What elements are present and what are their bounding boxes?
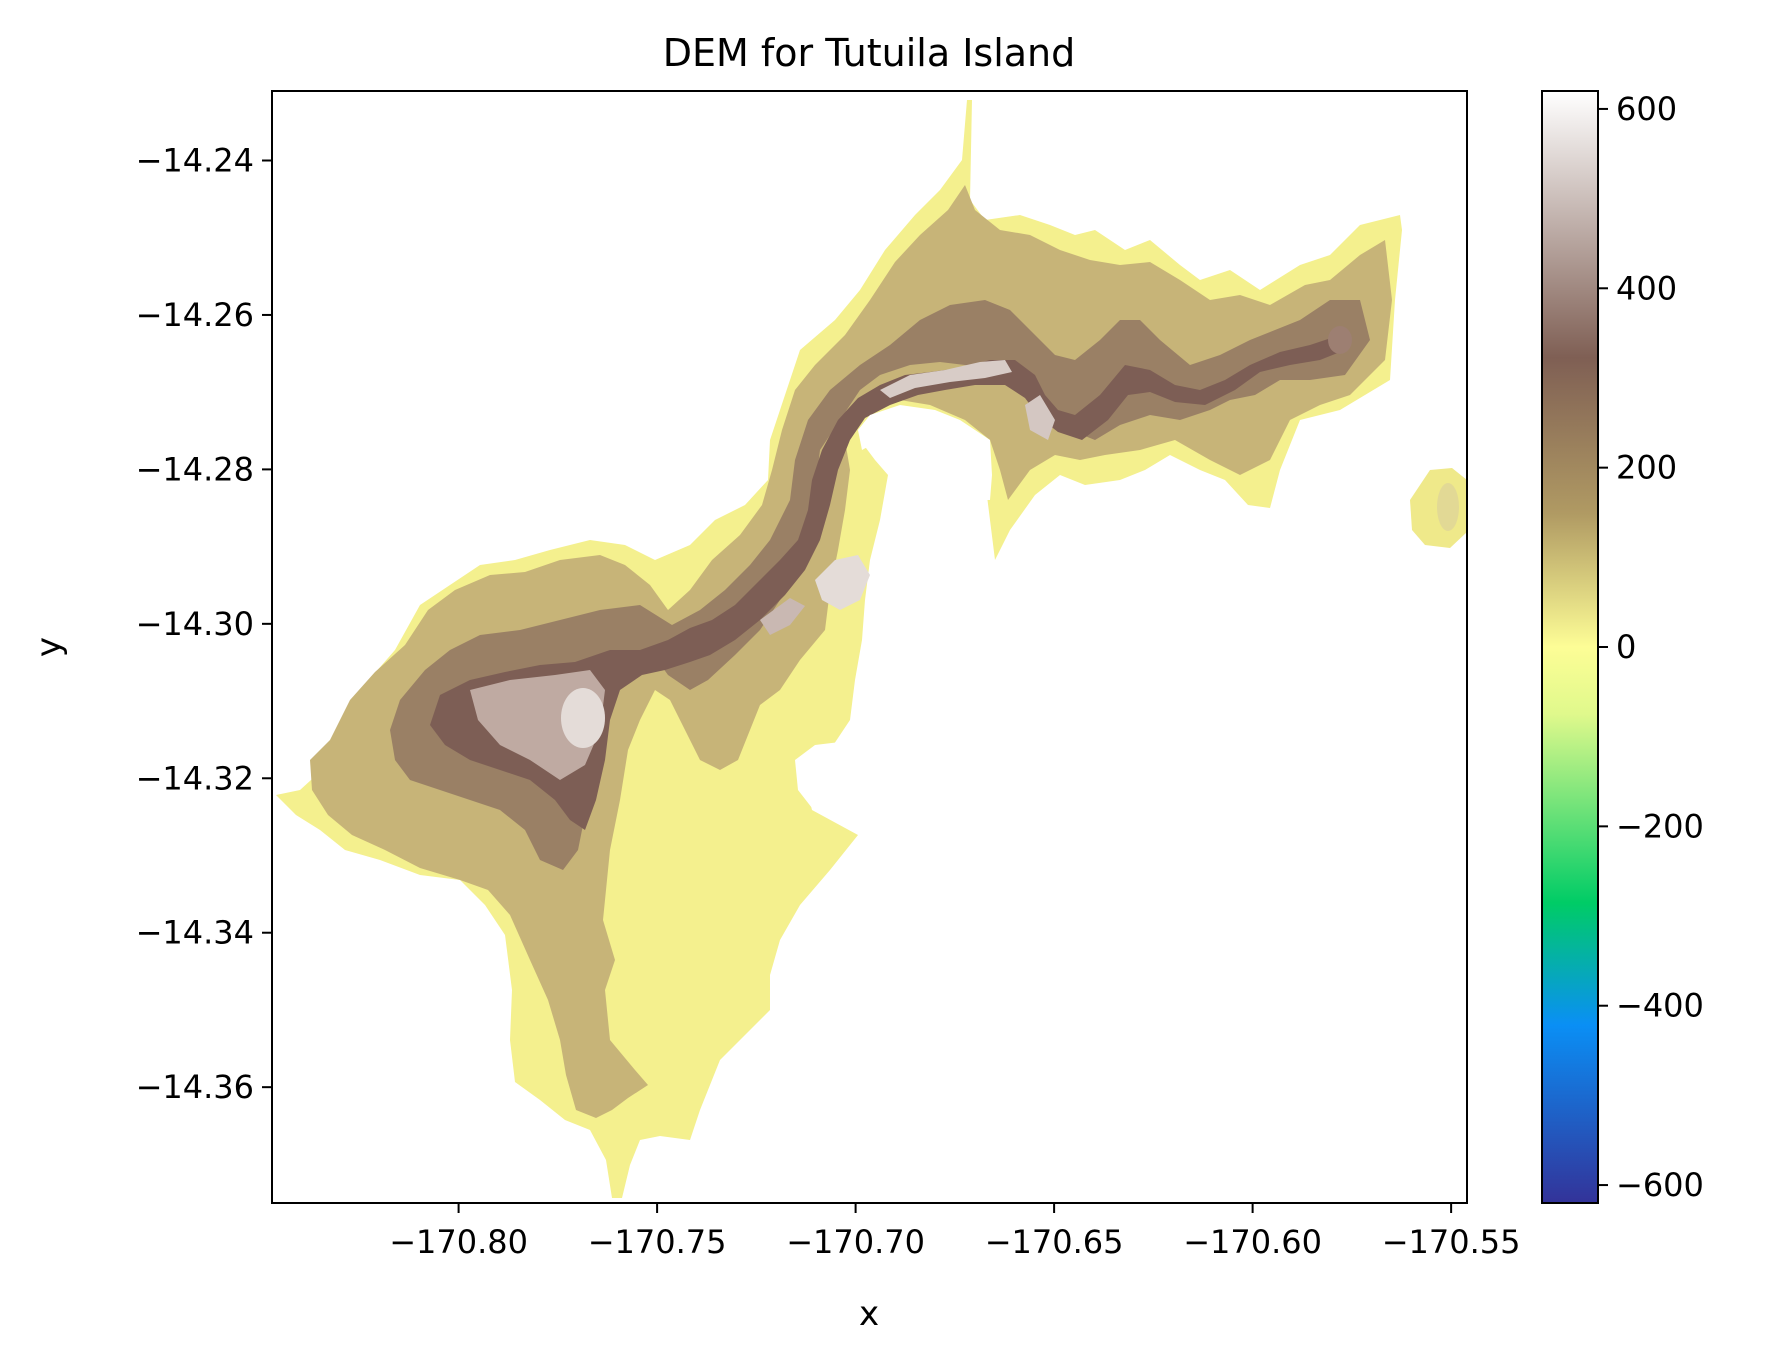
- x-tick-label: −170.80: [389, 1223, 528, 1261]
- y-axis-label: y: [29, 637, 69, 657]
- plot-frame: [271, 90, 1468, 1204]
- colorbar-tick-label: 0: [1616, 628, 1636, 666]
- x-tick-label: −170.65: [985, 1223, 1124, 1261]
- y-tick-label: −14.26: [136, 296, 254, 334]
- y-tick-label: −14.24: [136, 142, 254, 180]
- eastern-islet-crater: [1437, 483, 1459, 531]
- y-tick-label: −14.32: [136, 759, 254, 797]
- x-tick-label: −170.70: [786, 1223, 925, 1261]
- x-tick-label: −170.55: [1382, 1223, 1521, 1261]
- colorbar-tick-label: −400: [1616, 987, 1704, 1025]
- ridge-pioa: [760, 598, 805, 635]
- y-axis-ticks: −14.24 −14.26 −14.28 −14.30 −14.32 −14.34 −14.…: [136, 142, 272, 1106]
- y-tick-label: −14.36: [136, 1068, 254, 1106]
- colorbar-tick-label: −200: [1616, 807, 1704, 845]
- x-tick-label: −170.60: [1183, 1223, 1322, 1261]
- colorbar-tick-label: 400: [1616, 269, 1677, 307]
- pala-lagoon: [795, 742, 850, 808]
- x-axis-label: x: [859, 1294, 879, 1334]
- y-tick-label: −14.30: [136, 605, 254, 643]
- chart-title: DEM for Tutuila Island: [663, 31, 1076, 75]
- colorbar-tick-label: 600: [1616, 90, 1677, 128]
- peak-matafao: [561, 688, 605, 748]
- pago-harbor: [858, 405, 992, 500]
- peak-north: [1025, 395, 1055, 440]
- y-tick-label: −14.28: [136, 450, 254, 488]
- colorbar-ticks: 600 400 200 0 −200 −400 −600: [1598, 90, 1704, 1204]
- terrain-raster: [276, 100, 1467, 1198]
- peak-central: [815, 555, 870, 610]
- peak-east: [1328, 326, 1352, 354]
- colorbar-tick-label: −600: [1616, 1166, 1704, 1204]
- x-tick-label: −170.75: [588, 1223, 727, 1261]
- x-axis-ticks: −170.80 −170.75 −170.70 −170.65 −170.60 −170.…: [389, 1203, 1521, 1261]
- colorbar-tick-label: 200: [1616, 449, 1677, 487]
- ridge-alava: [880, 360, 1012, 398]
- y-tick-label: −14.34: [136, 914, 254, 952]
- colorbar: [1541, 90, 1599, 1204]
